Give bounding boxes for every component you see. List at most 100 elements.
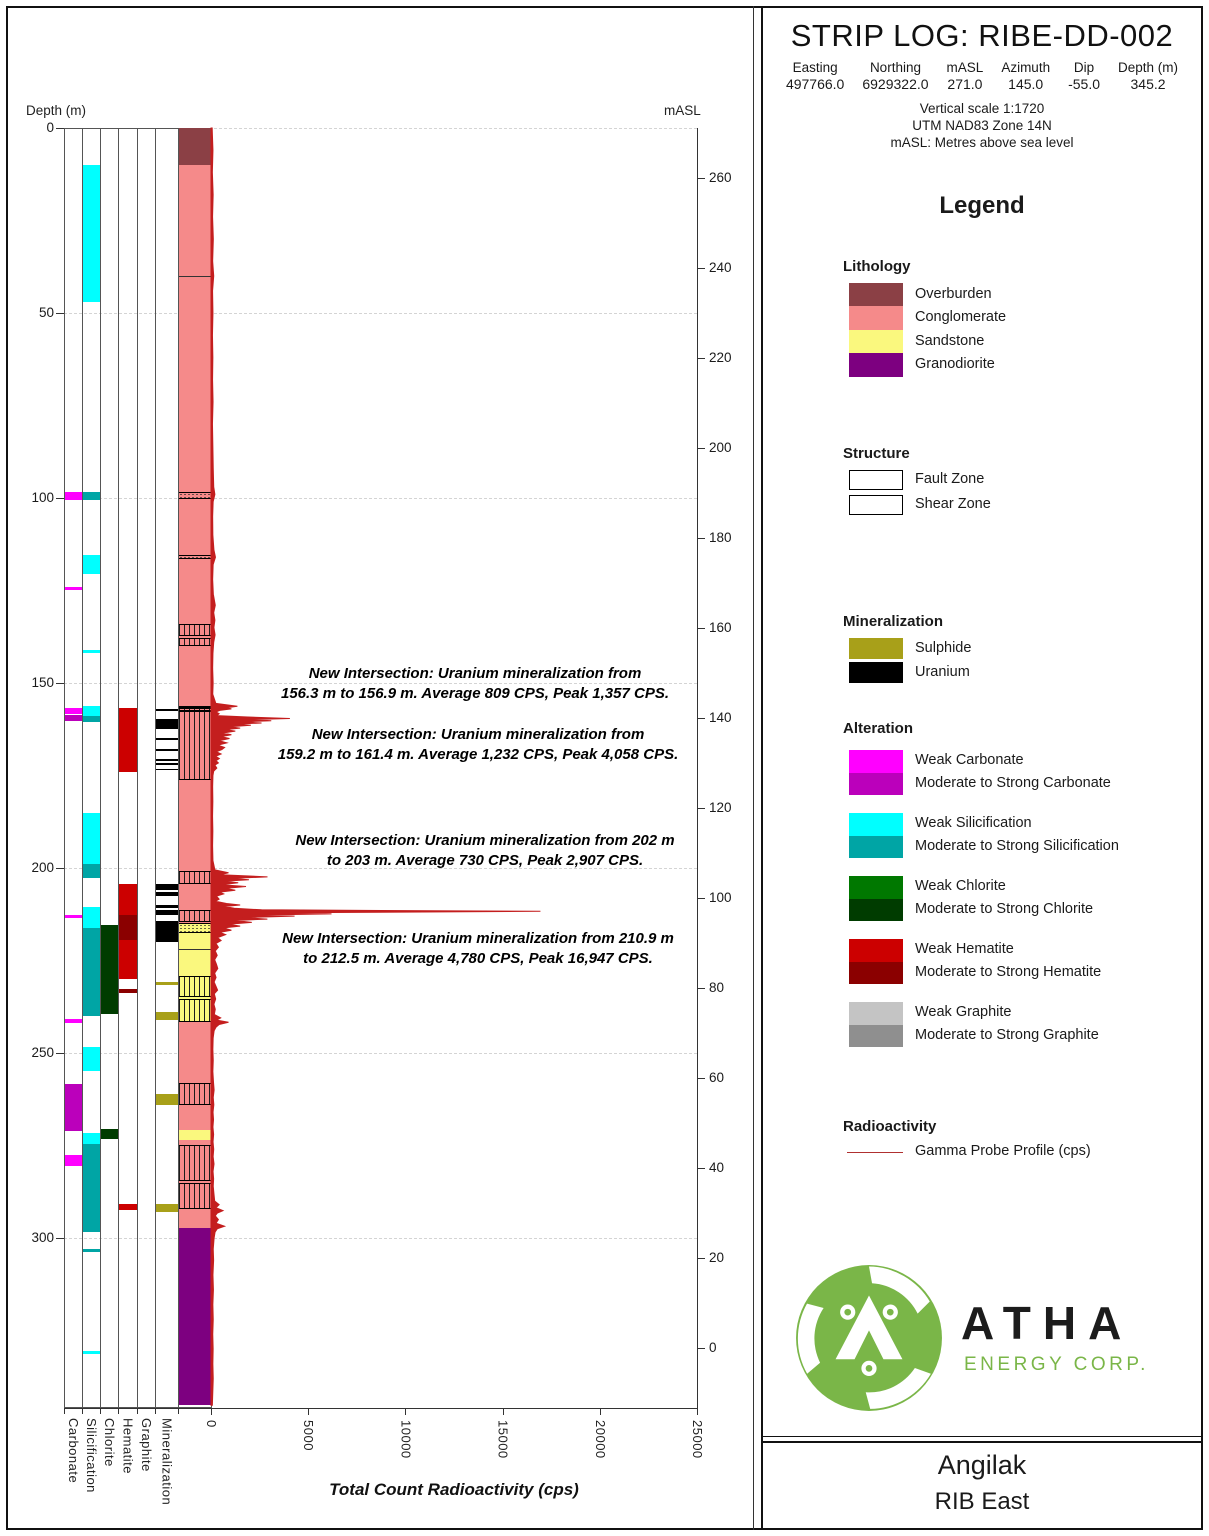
hole-field-value: 271.0 [947,76,983,92]
chlorite-interval [101,925,118,1015]
masl-tick [697,1257,705,1259]
masl-tick [697,987,705,989]
depth-tick-label: 200 [31,860,54,875]
cps-tick-label: 10000 [398,1420,414,1459]
masl-tick [697,807,705,809]
depth-tick [56,128,64,129]
column-label-chlorite: Chlorite [102,1418,117,1467]
carbonate-interval [65,1018,82,1023]
page-title: STRIP LOG: RIBE-DD-002 [790,18,1174,53]
legend-label: Uranium [915,663,970,680]
masl-tick [697,177,705,179]
mineralization-interval [156,758,178,762]
depth-tick-label: 50 [38,305,54,320]
masl-tick-label: 120 [709,799,732,815]
legend-swatch-moderate-to-strong-silicification [849,835,903,858]
depth-gridline [64,1053,697,1054]
masl-tick [697,627,705,629]
cps-tick [211,1408,212,1415]
mineralization-interval [156,1204,178,1213]
masl-tick-label: 100 [709,889,732,905]
carbonate-interval [65,715,82,722]
annotation-line: New Intersection: Uranium mineralization… [308,665,642,682]
legend-label: Weak Carbonate [915,752,1024,769]
legend-label: Moderate to Strong Hematite [915,963,1102,980]
masl-tick-label: 40 [709,1159,725,1175]
silicification-interval [83,864,100,879]
silicification-interval [83,1350,100,1354]
masl-axis-title: mASL [664,103,701,118]
hematite-interval [119,1203,137,1211]
hole-field-value: 6929322.0 [862,76,929,92]
carbonate-interval [65,708,82,715]
mineralization-interval [156,768,178,771]
hole-field-label: Depth (m) [1118,60,1179,75]
silicification-interval [83,555,100,574]
hole-field-label: Dip [1073,60,1095,75]
hole-field-label: Northing [869,60,921,75]
fault-zone-overlay [179,1144,211,1181]
page-border [6,6,1203,1530]
lithology-interval [179,165,211,923]
hole-field-label: Azimuth [1001,60,1051,75]
depth-tick [56,683,64,684]
depth-tick-label: 100 [31,490,54,505]
uranium-band-overlay [179,709,211,712]
atha-logo-mark-icon [796,1265,942,1411]
legend-gamma-line [847,1152,903,1153]
depth-tick-label: 150 [31,675,54,690]
depth-gridline [64,128,697,129]
hole-info-fields: Easting 497766.0 Northing 6929322.0 mASL 271.… [763,60,1201,92]
legend-section-alteration: Alteration [843,720,914,737]
silicification-interval [83,492,100,500]
masl-tick-label: 20 [709,1249,725,1265]
legend-label: Shear Zone [915,496,991,512]
legend-label: Weak Silicification [915,815,1032,832]
depth-tick [56,313,64,314]
lithology-interval [179,1228,211,1406]
hole-field-label: Easting [792,60,838,75]
masl-tick-label: 140 [709,709,732,725]
depth-tick [56,868,64,869]
legend-swatch-fault-zone [849,470,903,490]
depth-tick [56,498,64,499]
legend-swatch-weak-silicification [849,813,903,836]
info-panel: STRIP LOG: RIBE-DD-002 Easting 497766.0 No… [763,8,1201,1522]
legend-section-structure: Structure [843,445,910,462]
lithology-interval [179,1129,211,1141]
masl-tick [697,447,705,449]
log-panel: Depth (m) mASL Total Count Radioactivity… [26,103,732,1505]
fault-zone-overlay [179,1082,211,1105]
hematite-interval [119,708,137,772]
carbonate-interval [65,586,82,591]
mineralization-interval [156,737,178,740]
carbonate-interval [65,914,82,919]
legend-label: Fault Zone [915,471,985,487]
shear-zone-overlay [179,492,211,500]
masl-tick-label: 80 [709,979,725,995]
depth-gridline [64,1238,697,1239]
legend-swatch-sulphide [849,638,903,659]
masl-tick [697,357,705,359]
legend-swatch-moderate-to-strong-hematite [849,961,903,984]
silicification-interval [83,650,100,654]
masl-tick-label: 160 [709,619,732,635]
masl-tick [697,897,705,899]
carbonate-interval [65,492,82,500]
column-tick [137,1408,138,1414]
depth-tick-label: 250 [31,1045,54,1060]
annotation-line: New Intersection: Uranium mineralization… [311,726,645,743]
annotation-line: to 203 m. Average 730 CPS, Peak 2,907 CP… [326,851,644,869]
silicification-interval [83,1132,100,1144]
masl-tick-label: 180 [709,529,732,545]
hole-note: UTM NAD83 Zone 14N [912,118,1052,133]
depth-axis-title: Depth (m) [26,103,87,118]
hole-field-dip: Dip -55.0 [1068,60,1100,92]
lithology-interval [179,128,211,165]
mineralization-interval [156,1011,178,1021]
fault-zone-overlay [179,976,211,998]
hole-field-value: 145.0 [1008,76,1044,92]
legend-section-mineralization: Mineralization [843,613,944,630]
annotation-line: 159.2 m to 161.4 m. Average 1,232 CPS, P… [277,745,679,763]
